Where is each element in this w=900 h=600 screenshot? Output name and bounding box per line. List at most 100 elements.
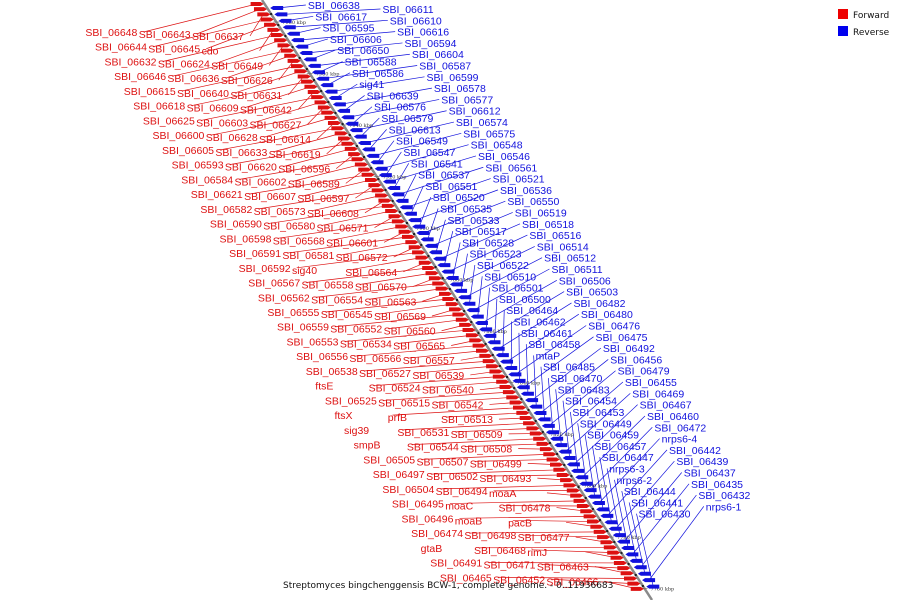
forward-gene-label: SBI_06562 (258, 292, 310, 304)
forward-feature (459, 322, 473, 327)
reverse-connector (523, 336, 594, 388)
axis-marker (377, 178, 380, 180)
forward-feature (603, 545, 617, 550)
forward-feature (597, 535, 611, 540)
reverse-feature (533, 411, 547, 415)
reverse-connector (314, 53, 410, 67)
reverse-gene-label: SBI_06604 (412, 49, 464, 61)
reverse-feature (600, 513, 614, 518)
reverse-connector (377, 140, 395, 163)
forward-gene-label: ftsX (334, 410, 352, 422)
reverse-connector (327, 72, 351, 86)
forward-feature (570, 493, 584, 498)
forward-feature (583, 514, 597, 519)
axis-marker (548, 442, 551, 444)
reverse-feature (621, 546, 635, 550)
reverse-connector (406, 178, 491, 208)
reverse-feature (403, 211, 417, 216)
forward-connector (278, 60, 294, 81)
forward-feature (442, 297, 456, 301)
forward-gene-label: SBI_06567 (248, 278, 300, 290)
forward-connector (325, 298, 449, 313)
reverse-connector (540, 366, 545, 420)
forward-gene-label: SBI_06509 (451, 429, 503, 441)
forward-connector (440, 484, 570, 490)
axis-marker (370, 167, 373, 169)
forward-connector (254, 101, 321, 123)
forward-gene-label: SBI_06643 (139, 29, 191, 41)
forward-connector (273, 133, 341, 153)
forward-connector (263, 117, 331, 138)
forward-gene-label: SBI_06466 (546, 576, 598, 588)
forward-connector (206, 24, 271, 50)
forward-gene-label: SBI_06598 (220, 233, 272, 245)
axis-marker (613, 541, 616, 543)
reverse-feature (307, 63, 321, 68)
reverse-feature (362, 147, 376, 152)
axis-tick-label: 7760 kbp (651, 587, 675, 593)
forward-connector (426, 381, 503, 389)
forward-feature (257, 12, 271, 17)
reverse-gene-label: SBI_06444 (624, 486, 676, 498)
forward-gene-label: ftsE (315, 381, 333, 393)
reverse-connector (555, 389, 562, 446)
reverse-feature (337, 108, 351, 113)
reverse-feature (311, 70, 325, 75)
forward-feature (348, 152, 362, 157)
forward-feature (536, 441, 550, 446)
reverse-gene-label: SBI_06574 (456, 117, 508, 129)
forward-feature (580, 509, 594, 514)
reverse-feature (374, 166, 388, 171)
reverse-connector (410, 185, 424, 214)
forward-gene-label: smpB (354, 440, 381, 452)
reverse-connector (398, 166, 484, 195)
reverse-gene-label: SBI_06519 (515, 207, 567, 219)
reverse-gene-label: SBI_06516 (529, 230, 581, 242)
reverse-connector (335, 83, 358, 99)
forward-gene-label: SBI_06624 (158, 58, 210, 70)
axis-marker (456, 299, 458, 301)
forward-feature (512, 405, 526, 410)
reverse-connector (343, 95, 365, 112)
forward-gene-label: SBI_06552 (330, 324, 382, 336)
axis-marker (420, 244, 423, 246)
forward-gene-label: SBI_06507 (416, 456, 468, 468)
forward-gene-label: SBI_06565 (393, 340, 445, 352)
reverse-feature (349, 128, 363, 133)
legend-forward-swatch (838, 9, 848, 19)
forward-gene-label: SBI_06614 (259, 134, 311, 146)
forward-gene-label: SBI_06592 (239, 263, 291, 275)
reverse-connector (448, 234, 528, 272)
forward-gene-label: SBI_06495 (392, 499, 444, 511)
reverse-gene-label: sig41 (359, 79, 384, 91)
reverse-feature (424, 243, 438, 248)
reverse-feature (500, 359, 514, 364)
axis-marker (320, 90, 323, 92)
forward-connector (219, 127, 338, 151)
reverse-feature (408, 218, 422, 223)
reverse-feature (637, 571, 651, 576)
reverse-feature (395, 198, 409, 203)
axis-tick-label: 7960 kbp (316, 72, 340, 78)
forward-connector (436, 396, 513, 403)
forward-feature (587, 519, 601, 524)
forward-connector (416, 365, 493, 374)
forward-feature (546, 457, 560, 462)
reverse-feature (399, 205, 413, 210)
reverse-connector (598, 438, 660, 504)
forward-gene-label: prfB (388, 412, 407, 424)
reverse-connector (565, 393, 631, 452)
forward-connector (334, 314, 459, 328)
reverse-feature (642, 578, 656, 583)
forward-gene-label: SBI_06627 (249, 119, 301, 131)
forward-gene-label: SBI_06540 (422, 385, 474, 397)
axis-marker (491, 354, 494, 356)
forward-gene-label: SBI_06527 (359, 368, 411, 380)
axis-marker (277, 24, 280, 26)
forward-feature (556, 472, 570, 477)
legend: Forward Reverse (838, 9, 890, 38)
axis-marker (563, 464, 566, 466)
reverse-feature (612, 533, 626, 538)
axis-tick-label: 7840 kbp (517, 381, 541, 387)
reverse-gene-label: SBI_06439 (676, 456, 728, 468)
